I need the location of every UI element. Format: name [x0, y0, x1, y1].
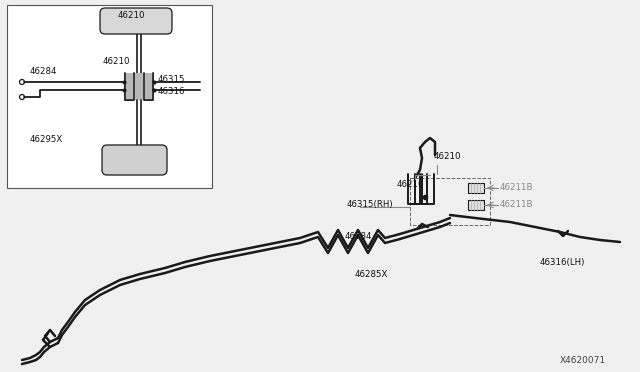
Text: 46316(LH): 46316(LH): [540, 258, 586, 267]
Text: 46285X: 46285X: [355, 270, 388, 279]
Text: 46295X: 46295X: [30, 135, 63, 144]
Text: 46316: 46316: [158, 87, 186, 96]
Bar: [7, 5, 212, 188]
Bar: [125, 73, 153, 100]
Text: 46210: 46210: [397, 180, 424, 189]
Bar: [468, 200, 484, 210]
Text: 46315: 46315: [158, 75, 186, 84]
FancyBboxPatch shape: [100, 8, 172, 34]
Text: X4620071: X4620071: [560, 356, 606, 365]
Text: 46211B: 46211B: [500, 200, 534, 209]
Text: 46315(RH): 46315(RH): [347, 200, 394, 209]
Text: 46210: 46210: [118, 11, 145, 20]
Text: 46211B: 46211B: [500, 183, 534, 192]
FancyBboxPatch shape: [102, 145, 167, 175]
Text: 46210: 46210: [434, 152, 461, 161]
Text: 46210: 46210: [103, 57, 131, 66]
Text: 46284: 46284: [30, 67, 58, 76]
Text: 46284: 46284: [345, 232, 372, 241]
Bar: [468, 183, 484, 193]
